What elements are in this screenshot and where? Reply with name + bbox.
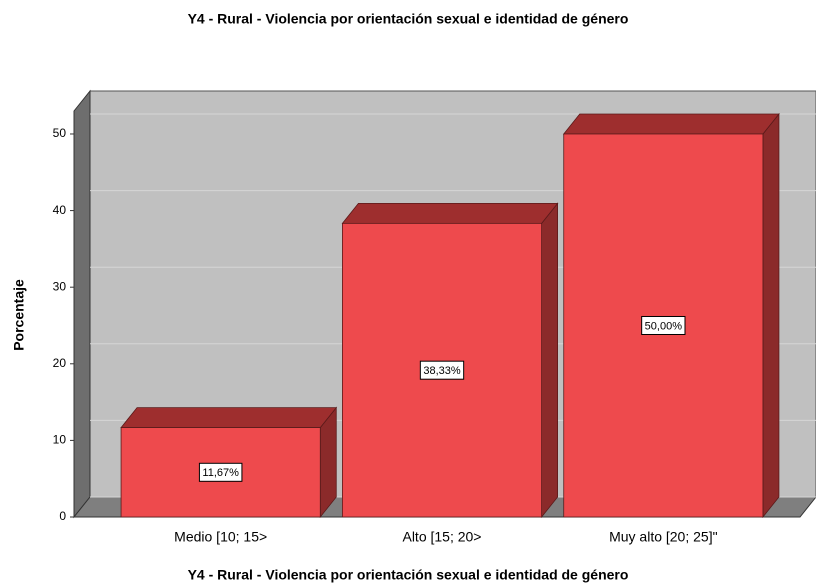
value-label-box [198,462,243,482]
y-tick-label: 40 [53,203,67,217]
bar-top [341,202,559,224]
left-wall [73,89,91,519]
y-tick-label: 30 [53,279,67,293]
x-tick-label: Medio [10; 15> [174,529,267,545]
x-axis-title: Y4 - Rural - Violencia por orientación s… [188,567,629,583]
value-label-box [641,315,686,335]
value-label: 38,33% [423,365,461,377]
bar-top [120,407,338,429]
value-label: 50,00% [645,320,683,332]
bar-side [762,112,780,519]
y-tick-label: 10 [53,433,67,447]
chart-title: Y4 - Rural - Violencia por orientación s… [188,11,629,27]
bar-top [562,113,780,135]
y-axis-title: Porcentaje [11,279,27,351]
y-tick-label: 0 [59,509,66,523]
value-label: 11,67% [202,467,239,479]
value-label-box [419,360,465,380]
y-tick-label: 20 [53,356,67,370]
y-tick-label: 50 [53,126,67,140]
x-tick-label: Muy alto [20; 25]" [609,529,718,545]
x-tick-label: Alto [15; 20> [402,529,481,545]
bar-side [541,202,558,519]
